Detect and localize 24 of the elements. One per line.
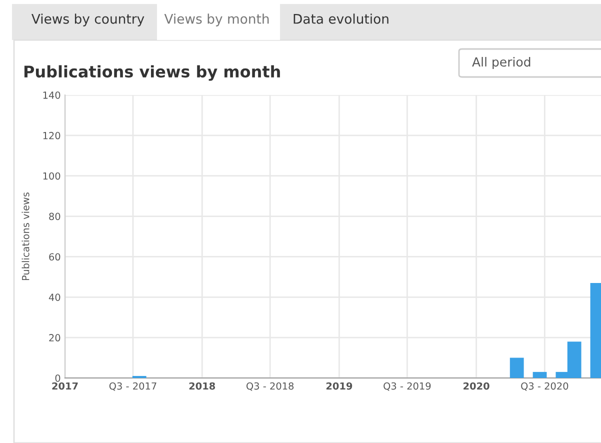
text: Data evolution [294, 14, 388, 24]
x-tick-label: Q3 - 2019 [384, 382, 431, 391]
x-tick-label: 2017 [52, 382, 78, 390]
x-tick-label: Q3 - 2018 [246, 382, 294, 391]
y-axis-title: Publications views [22, 192, 30, 280]
y-tick-label: 60 [49, 253, 60, 261]
text: All period [472, 56, 530, 70]
x-tick-label: Q3 - 2017 [109, 382, 156, 391]
y-tick-label: 0 [55, 374, 60, 382]
bar [532, 372, 547, 378]
y-tick-label: 80 [49, 212, 60, 220]
bar [510, 358, 524, 378]
y-tick-label: 20 [49, 334, 60, 342]
y-tick-label: 100 [43, 172, 60, 180]
x-tick-label: 2019 [326, 382, 352, 390]
y-tick-label: 140 [43, 91, 60, 99]
y-tick-label: 40 [48, 294, 60, 301]
text: Views by month [164, 14, 269, 26]
chart-title: Publications views by month [24, 65, 280, 81]
x-tick-label: Q3 - 2020 [521, 382, 568, 391]
y-tick-label: 120 [43, 132, 60, 140]
x-tick-label: 2020 [464, 382, 490, 390]
x-tick-label: 2018 [189, 382, 216, 390]
text: Views by country [32, 14, 144, 26]
